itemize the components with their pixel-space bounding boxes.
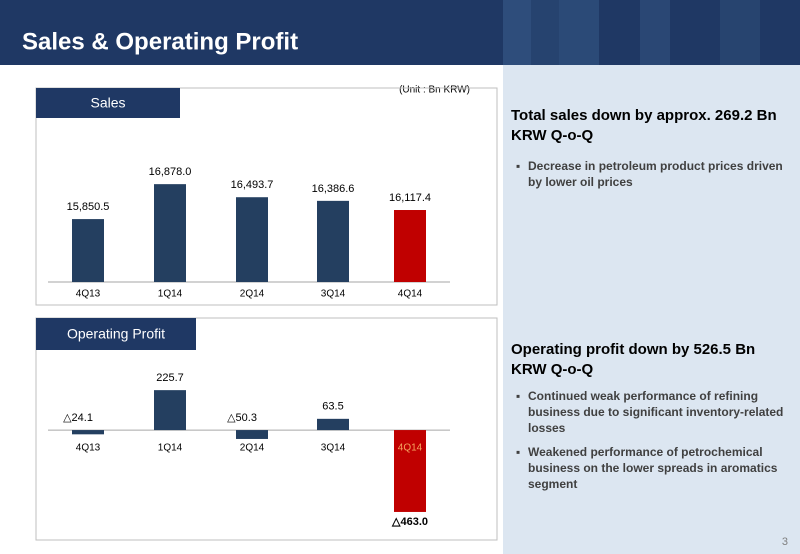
chart-title: Operating Profit xyxy=(67,326,165,342)
chart-frame xyxy=(35,87,498,306)
chart-title: Sales xyxy=(90,95,125,111)
x-tick-label: 1Q14 xyxy=(158,443,183,454)
commentary-bullet: Decrease in petroleum product prices dri… xyxy=(516,158,800,190)
bar xyxy=(394,430,426,512)
value-label: 16,117.4 xyxy=(389,192,431,204)
value-label: 16,878.0 xyxy=(149,166,192,178)
x-tick-label: 3Q14 xyxy=(321,443,346,454)
bar xyxy=(394,210,426,282)
bar xyxy=(154,390,186,431)
value-label: △24.1 xyxy=(63,412,93,424)
x-tick-label: 4Q14 xyxy=(398,289,423,300)
commentary-bullet: Continued weak performance of refining b… xyxy=(516,388,800,436)
value-label: 225.7 xyxy=(156,372,184,384)
value-label: 63.5 xyxy=(322,401,343,413)
bar xyxy=(317,418,349,431)
x-tick-label: 4Q14 xyxy=(398,443,423,454)
x-tick-label: 4Q13 xyxy=(76,443,101,454)
value-label: 16,493.7 xyxy=(231,179,274,191)
chart-tab xyxy=(36,318,196,350)
header-decor xyxy=(503,0,531,65)
page-title: Sales & Operating Profit xyxy=(22,28,298,55)
header-decor xyxy=(531,0,559,65)
unit-label: (Unit : Bn KRW) xyxy=(399,85,470,96)
header-decor xyxy=(559,0,599,65)
x-tick-label: 4Q13 xyxy=(76,289,101,300)
bar xyxy=(317,200,349,282)
commentary-heading: Operating profit down by 526.5 Bn KRW Q-… xyxy=(511,341,756,378)
x-tick-label: 1Q14 xyxy=(158,289,183,300)
value-label: 15,850.5 xyxy=(67,201,110,213)
x-tick-label: 2Q14 xyxy=(240,289,265,300)
commentary-heading: Total sales down by approx. 269.2 Bn KRW… xyxy=(511,107,777,144)
page-number: 3 xyxy=(782,536,788,548)
bar xyxy=(72,219,104,282)
bar xyxy=(72,430,104,435)
bar xyxy=(154,184,186,282)
value-label: △50.3 xyxy=(227,412,257,424)
value-label: 16,386.6 xyxy=(312,183,355,195)
x-tick-label: 3Q14 xyxy=(321,289,346,300)
bar xyxy=(236,197,268,282)
header-decor xyxy=(640,0,670,65)
value-label: △463.0 xyxy=(391,516,428,528)
chart-frame xyxy=(35,317,498,541)
commentary-bullet: Weakened performance of petrochemical bu… xyxy=(516,444,800,492)
header-decor xyxy=(720,0,760,65)
chart-tab xyxy=(36,88,180,118)
bar xyxy=(236,430,268,439)
x-tick-label: 2Q14 xyxy=(240,443,265,454)
